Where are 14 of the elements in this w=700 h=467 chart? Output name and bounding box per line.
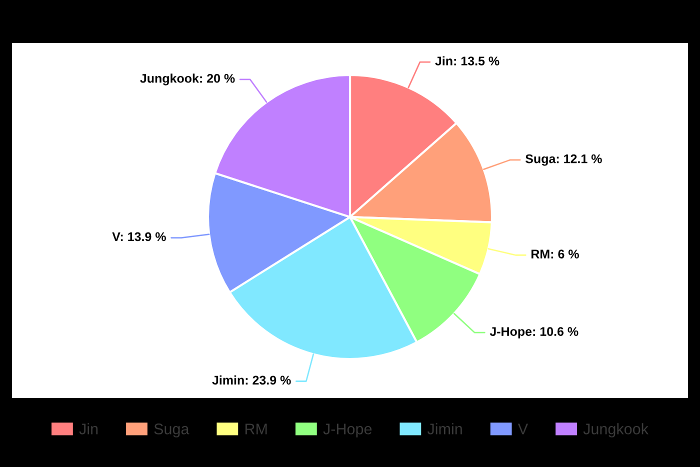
data-label: Jungkook: 20 % <box>140 74 235 86</box>
data-label: Suga: 12.1 % <box>525 154 602 166</box>
data-label: Jin: 13.5 % <box>435 56 500 66</box>
data-label: Jimin: 23.9 % <box>212 375 291 385</box>
legend-label: V <box>518 424 528 434</box>
legend-label: Jimin <box>427 423 462 434</box>
legend-label: Jin <box>79 423 98 434</box>
data-label: RM: 6 % <box>532 250 579 258</box>
legend-label: RM <box>245 424 267 434</box>
legend-label: Jungkook <box>583 423 648 438</box>
legend-label: Suga <box>154 424 190 438</box>
data-label: J-Hope: 10.6 % <box>490 327 578 338</box>
legend-label: J-Hope <box>323 424 372 438</box>
data-label: V: 13.9 % <box>112 232 166 242</box>
